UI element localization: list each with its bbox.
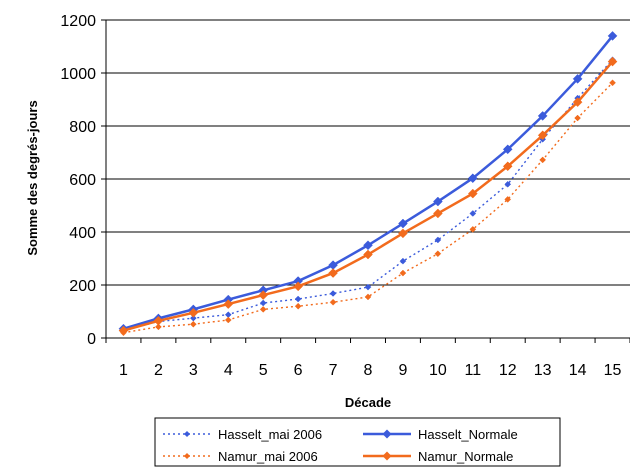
- y-tick-label: 0: [87, 331, 96, 348]
- data-point: [607, 56, 618, 67]
- data-point: [258, 290, 269, 300]
- x-tick-label: 3: [189, 362, 198, 379]
- data-point: [294, 302, 302, 310]
- data-point: [364, 293, 372, 301]
- x-tick-label: 13: [534, 362, 552, 379]
- data-point: [223, 299, 234, 309]
- data-point: [574, 114, 581, 122]
- y-tick-label: 600: [69, 172, 96, 189]
- x-tick-label: 5: [259, 362, 268, 379]
- data-point: [467, 188, 478, 199]
- data-point: [329, 298, 337, 306]
- data-point: [572, 73, 583, 84]
- legend-swatch-marker: [184, 431, 190, 437]
- data-point: [434, 236, 442, 244]
- data-point: [398, 228, 408, 239]
- data-point: [188, 307, 199, 318]
- data-point: [399, 257, 407, 265]
- x-tick-label: 6: [294, 362, 303, 379]
- x-tick-label: 14: [569, 362, 587, 379]
- series-4: [118, 56, 618, 336]
- x-tick-label: 10: [429, 362, 447, 379]
- data-point: [328, 268, 338, 278]
- series-group: [118, 31, 618, 337]
- data-point: [469, 210, 477, 217]
- y-tick-label: 800: [69, 119, 96, 136]
- data-point: [259, 306, 267, 313]
- data-point: [502, 144, 513, 155]
- data-point: [433, 196, 443, 207]
- data-point: [539, 156, 547, 164]
- y-tick-label: 1000: [60, 66, 96, 83]
- x-tick-label: 1: [119, 362, 128, 379]
- data-point: [469, 225, 477, 233]
- data-point: [398, 218, 408, 229]
- data-point: [224, 316, 232, 324]
- data-point: [259, 299, 267, 307]
- data-point: [118, 325, 129, 336]
- data-point: [293, 281, 303, 292]
- data-point: [537, 130, 548, 141]
- series-3: [120, 79, 616, 337]
- series-1: [120, 56, 616, 334]
- legend-items: Hasselt_mai 2006 Hasselt_Normale Namur_mai…: [163, 427, 518, 464]
- x-tick-label: 9: [398, 362, 407, 379]
- x-tick-label: 4: [224, 362, 233, 379]
- data-point: [467, 173, 478, 184]
- legend-swatch-marker: [184, 453, 190, 459]
- data-point: [434, 250, 442, 258]
- axes: [101, 19, 630, 343]
- data-point: [502, 161, 513, 172]
- legend-item: Namur_mai 2006: [163, 449, 318, 464]
- legend-label: Namur_mai 2006: [218, 449, 318, 464]
- legend-label: Hasselt_mai 2006: [218, 427, 322, 442]
- data-point: [537, 111, 548, 121]
- legend: Hasselt_mai 2006 Hasselt_Normale Namur_mai…: [154, 417, 561, 467]
- legend-swatch-marker: [382, 429, 392, 439]
- series-line: [123, 59, 614, 331]
- legend-label: Hasselt_Normale: [418, 427, 518, 442]
- gridlines: [106, 19, 630, 286]
- data-point: [399, 269, 407, 277]
- data-point: [609, 79, 616, 87]
- data-point: [294, 295, 302, 303]
- data-point: [329, 290, 337, 297]
- data-point: [189, 320, 197, 328]
- data-point: [607, 31, 618, 41]
- y-tick-label: 400: [69, 225, 96, 242]
- data-point: [504, 180, 512, 188]
- x-tick-label: 12: [499, 362, 517, 379]
- data-point: [433, 208, 443, 219]
- x-tick-label: 2: [154, 362, 163, 379]
- legend-label: Namur_Normale: [418, 449, 513, 464]
- y-axis-title: Somme des degrés-jours: [25, 100, 40, 255]
- x-tick-label: 15: [604, 362, 622, 379]
- data-point: [155, 323, 162, 331]
- x-tick-label: 7: [329, 362, 338, 379]
- legend-item: Hasselt_Normale: [363, 427, 518, 442]
- legend-item: Namur_Normale: [363, 449, 513, 464]
- legend-box: [154, 417, 561, 467]
- data-point: [364, 283, 372, 291]
- y-tick-label: 200: [69, 278, 96, 295]
- y-tick-label: 1200: [60, 13, 96, 30]
- data-point: [153, 315, 164, 326]
- x-axis-title: Décade: [345, 395, 391, 410]
- data-point: [504, 196, 512, 203]
- legend-swatch-marker: [382, 451, 392, 461]
- x-tick-label: 8: [364, 362, 373, 379]
- x-tick-label: 11: [464, 362, 481, 379]
- legend-item: Hasselt_mai 2006: [163, 427, 322, 442]
- data-point: [363, 249, 373, 260]
- data-point: [572, 97, 583, 108]
